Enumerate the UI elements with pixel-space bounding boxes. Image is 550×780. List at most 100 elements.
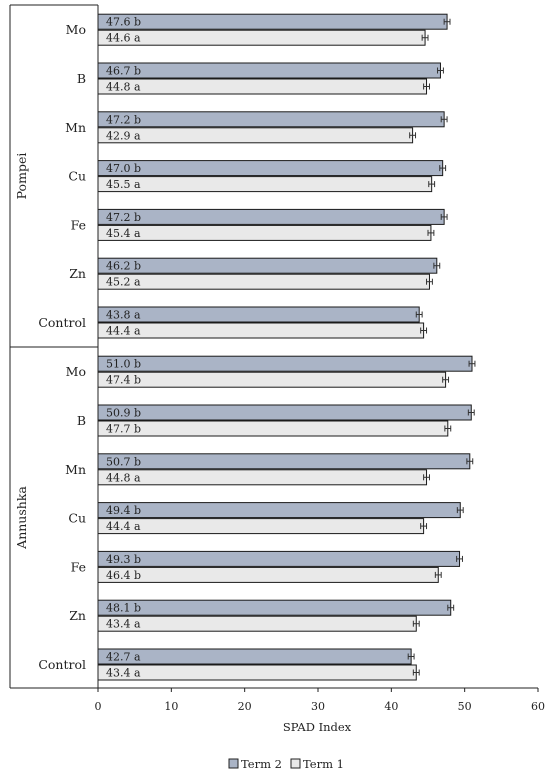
- error-bar-term1-pompei-control: [420, 327, 428, 334]
- x-tick-label-10: 10: [164, 700, 178, 713]
- category-label-pompei-cu: Cu: [68, 169, 86, 184]
- bar-term1-annushka-mn: [97, 469, 428, 486]
- error-bar-term1-annushka-zn: [412, 620, 420, 627]
- category-label-annushka-b: B: [77, 413, 86, 428]
- data-label-term1-annushka-cu: 44.4 a: [106, 520, 141, 533]
- data-label-term2-annushka-b: 50.9 b: [106, 407, 141, 420]
- error-bar-term1-pompei-zn: [426, 278, 433, 285]
- error-bar-term1-pompei-mo: [421, 34, 429, 41]
- data-label-term1-annushka-fe: 46.4 b: [106, 569, 141, 582]
- data-label-term2-pompei-mo: 47.6 b: [106, 16, 141, 29]
- category-label-annushka-control: Control: [38, 657, 86, 672]
- data-label-term2-annushka-mo: 51.0 b: [106, 358, 141, 371]
- data-label-term2-pompei-cu: 47.0 b: [106, 162, 141, 175]
- category-label-pompei-mo: Mo: [66, 22, 86, 37]
- error-bar-term2-pompei-mo: [443, 18, 451, 25]
- bar-term1-pompei-fe: [97, 224, 432, 241]
- error-bar-term1-annushka-control: [412, 669, 420, 676]
- category-label-annushka-mo: Mo: [66, 364, 86, 379]
- bar-term2-pompei-fe: [97, 208, 445, 225]
- group-label-annushka: Annushka: [14, 486, 29, 550]
- data-label-term2-annushka-zn: 48.1 b: [106, 602, 141, 615]
- bar-term1-pompei-mo: [97, 29, 426, 46]
- data-label-term2-pompei-zn: 46.2 b: [106, 260, 141, 273]
- category-label-annushka-fe: Fe: [71, 559, 86, 574]
- bar-term2-annushka-b: [97, 404, 472, 421]
- data-label-term2-pompei-b: 46.7 b: [106, 65, 141, 78]
- error-bar-term1-annushka-fe: [434, 571, 442, 578]
- x-tick-label-50: 50: [458, 700, 472, 713]
- x-tick-label-40: 40: [384, 700, 398, 713]
- error-bar-term2-annushka-b: [467, 409, 475, 416]
- x-tick-label-30: 30: [311, 700, 325, 713]
- error-bar-term1-pompei-fe: [427, 229, 435, 236]
- error-bar-term2-annushka-fe: [456, 555, 463, 562]
- data-label-term1-pompei-fe: 45.4 a: [106, 227, 141, 240]
- data-label-term1-pompei-b: 44.8 a: [106, 81, 141, 94]
- error-bar-term2-pompei-mn: [440, 116, 448, 123]
- data-label-term1-annushka-zn: 43.4 a: [106, 618, 141, 631]
- bar-term1-pompei-cu: [97, 176, 433, 193]
- legend-label-term2: Term 2: [241, 757, 282, 771]
- bar-term2-pompei-b: [97, 62, 441, 79]
- bar-term2-annushka-zn: [97, 599, 452, 616]
- error-bar-term1-pompei-mn: [409, 132, 417, 139]
- legend-swatch-term1: [290, 758, 301, 769]
- axes-layer: Pompei Mo B Mn Cu Fe Zn Control Annushka Mo B Mn Cu F…: [9, 4, 545, 734]
- bar-term1-annushka-b: [97, 420, 449, 437]
- legend-swatch-term2: [228, 758, 239, 769]
- data-label-term1-pompei-zn: 45.2 a: [106, 276, 141, 289]
- category-label-pompei-fe: Fe: [71, 217, 86, 232]
- data-label-term1-annushka-mn: 44.8 a: [106, 471, 141, 484]
- bar-term2-annushka-mo: [97, 355, 473, 372]
- category-label-pompei-control: Control: [38, 315, 86, 330]
- bar-term2-annushka-cu: [97, 502, 461, 519]
- bar-term1-annushka-fe: [97, 566, 439, 583]
- bar-term1-pompei-control: [97, 322, 425, 339]
- error-bar-term2-pompei-fe: [440, 213, 448, 220]
- data-label-term1-pompei-mn: 42.9 a: [106, 129, 141, 142]
- bar-term2-pompei-cu: [97, 160, 444, 177]
- bar-term2-pompei-zn: [97, 257, 438, 274]
- error-bar-term1-annushka-mo: [442, 376, 450, 383]
- bar-term1-pompei-mn: [97, 127, 414, 144]
- x-tick-label-20: 20: [238, 700, 252, 713]
- category-label-annushka-zn: Zn: [69, 608, 86, 623]
- error-bar-term2-pompei-b: [437, 67, 444, 74]
- legend: Term 2 Term 1: [228, 757, 344, 771]
- bar-term2-pompei-mn: [97, 111, 445, 128]
- bar-term2-annushka-control: [97, 648, 412, 665]
- error-bar-term1-annushka-mn: [423, 474, 430, 481]
- data-label-term2-annushka-cu: 49.4 b: [106, 504, 141, 517]
- legend-label-term1: Term 1: [303, 757, 344, 771]
- x-tick-label-60: 60: [531, 700, 545, 713]
- error-bar-term2-annushka-control: [407, 653, 415, 660]
- bar-term1-pompei-zn: [97, 273, 430, 290]
- error-bar-term2-annushka-mo: [468, 360, 476, 367]
- data-label-term2-pompei-mn: 47.2 b: [106, 113, 141, 126]
- x-tick-label-0: 0: [95, 700, 102, 713]
- data-label-term1-annushka-control: 43.4 a: [106, 667, 141, 680]
- error-bar-term2-annushka-cu: [456, 507, 464, 514]
- category-label-pompei-zn: Zn: [69, 266, 86, 281]
- bar-term1-annushka-zn: [97, 615, 417, 632]
- bar-term1-annushka-control: [97, 664, 417, 681]
- data-label-term1-pompei-mo: 44.6 a: [106, 32, 141, 45]
- error-bar-term1-annushka-b: [444, 425, 452, 432]
- bar-term2-pompei-mo: [97, 13, 448, 30]
- bar-term2-annushka-fe: [97, 550, 461, 567]
- data-label-term1-annushka-b: 47.7 b: [106, 423, 141, 436]
- bar-term1-annushka-mo: [97, 371, 447, 388]
- category-label-pompei-b: B: [77, 71, 86, 86]
- data-label-term1-pompei-cu: 45.5 a: [106, 178, 141, 191]
- data-label-term2-annushka-control: 42.7 a: [106, 651, 141, 664]
- category-label-annushka-mn: Mn: [65, 462, 86, 477]
- category-label-annushka-cu: Cu: [68, 511, 86, 526]
- error-bar-term1-annushka-cu: [420, 523, 428, 530]
- bar-term2-pompei-control: [97, 306, 420, 323]
- bar-term2-annushka-mn: [97, 453, 471, 470]
- bar-term1-annushka-cu: [97, 518, 425, 535]
- data-label-term1-pompei-control: 44.4 a: [106, 325, 141, 338]
- data-label-term2-annushka-mn: 50.7 b: [106, 455, 141, 468]
